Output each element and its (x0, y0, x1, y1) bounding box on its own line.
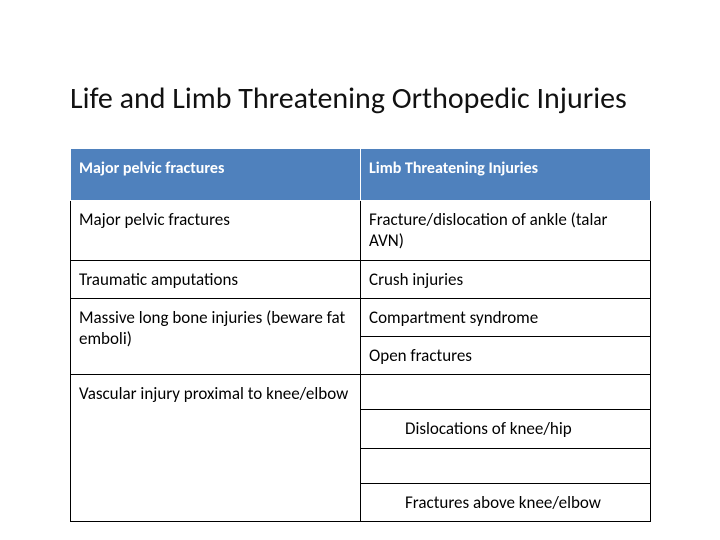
cell-right (361, 448, 651, 483)
table-row: Major pelvic fractures Fracture/dislocat… (71, 201, 651, 261)
cell-text: Dislocations of knee/hip (369, 418, 642, 439)
cell-right (361, 375, 651, 410)
cell-right: Crush injuries (361, 260, 651, 298)
cell-right: Fractures above knee/elbow (361, 483, 651, 521)
table-row: Traumatic amputations Crush injuries (71, 260, 651, 298)
injuries-table: Major pelvic fractures Limb Threatening … (70, 148, 651, 522)
table-header-row: Major pelvic fractures Limb Threatening … (71, 149, 651, 201)
cell-left: Traumatic amputations (71, 260, 361, 298)
cell-left: Vascular injury proximal to knee/elbow (71, 375, 361, 522)
cell-right: Dislocations of knee/hip (361, 410, 651, 448)
cell-right: Open fractures (361, 337, 651, 375)
cell-left: Major pelvic fractures (71, 201, 361, 261)
cell-right: Fracture/dislocation of ankle (talar AVN… (361, 201, 651, 261)
cell-left: Massive long bone injuries (beware fat e… (71, 298, 361, 375)
table-row: Massive long bone injuries (beware fat e… (71, 298, 651, 336)
slide-title: Life and Limb Threatening Orthopedic Inj… (70, 80, 700, 117)
cell-text: Fractures above knee/elbow (369, 492, 642, 513)
table-row: Vascular injury proximal to knee/elbow (71, 375, 651, 410)
col-header-right: Limb Threatening Injuries (361, 149, 651, 201)
col-header-left: Major pelvic fractures (71, 149, 361, 201)
cell-right: Compartment syndrome (361, 298, 651, 336)
